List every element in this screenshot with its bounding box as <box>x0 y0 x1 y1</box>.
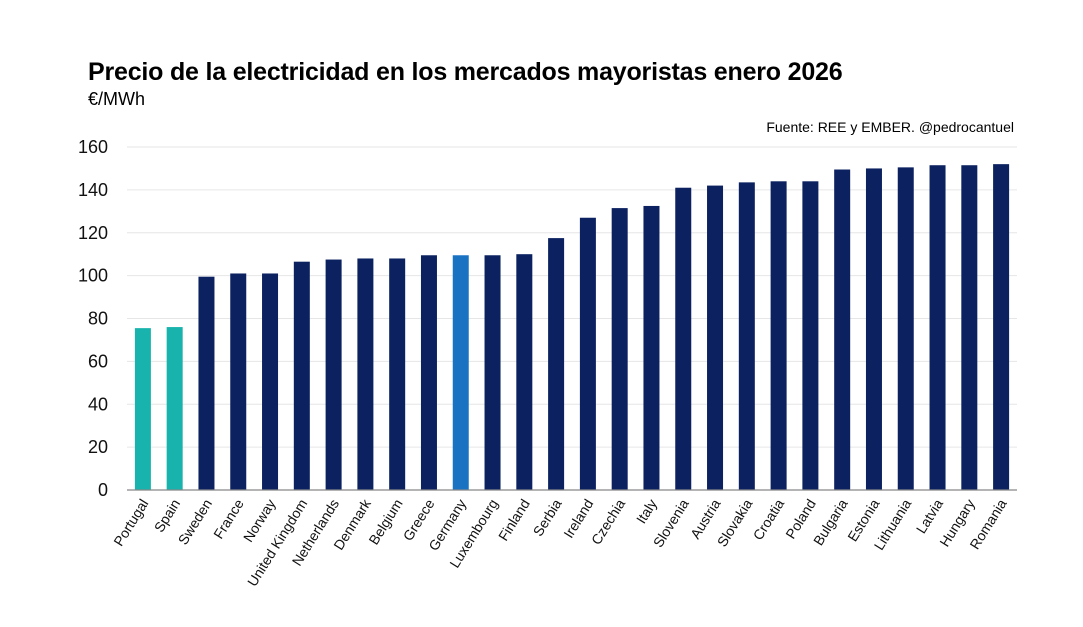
chart-source: Fuente: REE y EMBER. @pedrocantuel <box>766 119 1014 135</box>
bar-serbia <box>548 238 565 490</box>
y-tick-label: 40 <box>88 394 108 414</box>
bar-czechia <box>611 208 628 491</box>
x-tick-label: Spain <box>151 496 184 535</box>
y-tick-label: 160 <box>78 137 108 157</box>
y-tick-label: 100 <box>78 266 108 286</box>
y-tick-label: 140 <box>78 180 108 200</box>
y-tick-label: 80 <box>88 309 108 329</box>
bar-estonia <box>865 168 882 490</box>
x-tick-label: Croatia <box>750 496 788 543</box>
bar-france <box>230 273 247 490</box>
y-tick-label: 120 <box>78 223 108 243</box>
y-axis-ticks: 0 20 40 60 80 100 120 140 160 <box>78 137 108 500</box>
y-tick-label: 0 <box>98 480 108 500</box>
y-tick-label: 60 <box>88 351 108 371</box>
bars <box>134 164 1010 491</box>
bar-luxembourg <box>484 255 501 490</box>
bar-poland <box>802 181 819 491</box>
bar-united-kingdom <box>293 261 310 490</box>
bar-latvia <box>929 165 946 491</box>
bar-belgium <box>389 258 406 490</box>
bar-denmark <box>357 258 374 490</box>
bar-portugal <box>134 328 151 490</box>
bar-lithuania <box>897 167 914 490</box>
bar-germany <box>452 255 469 490</box>
bar-ireland <box>579 217 596 490</box>
x-tick-label: Latvia <box>913 496 946 536</box>
gridlines <box>127 146 1017 491</box>
bar-sweden <box>198 276 215 490</box>
bar-hungary <box>961 165 978 491</box>
bar-bulgaria <box>834 169 851 490</box>
x-tick-label: Italy <box>633 496 660 526</box>
bar-italy <box>643 205 660 490</box>
bar-austria <box>707 185 724 490</box>
bar-norway <box>262 273 279 490</box>
bar-netherlands <box>325 259 342 490</box>
y-tick-label: 20 <box>88 437 108 457</box>
chart-subtitle-unit: €/MWh <box>88 89 146 109</box>
x-tick-label: Portugal <box>110 496 151 549</box>
bar-slovenia <box>675 187 692 490</box>
x-tick-label: Finland <box>495 496 533 543</box>
bar-slovakia <box>738 182 755 490</box>
bar-spain <box>166 327 183 490</box>
chart-title: Precio de la electricidad en los mercado… <box>88 58 843 86</box>
bar-finland <box>516 254 533 490</box>
bar-romania <box>993 164 1010 490</box>
bar-greece <box>420 255 437 490</box>
bar-croatia <box>770 181 787 491</box>
